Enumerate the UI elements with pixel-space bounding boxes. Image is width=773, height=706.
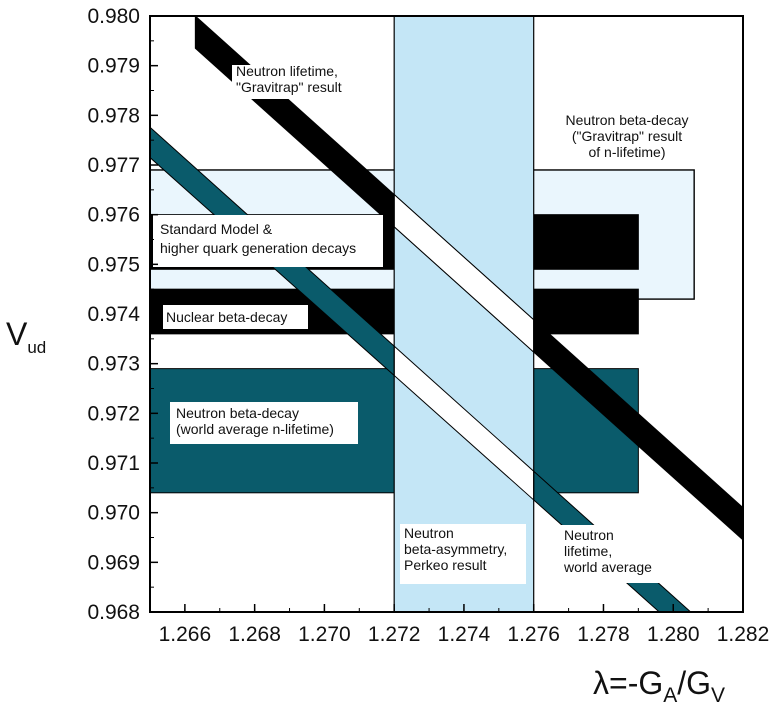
- annotation-line: Neutron: [404, 525, 454, 541]
- annotation-box: [153, 215, 383, 267]
- y-tick-label: 0.971: [87, 452, 140, 475]
- y-tick-label: 0.977: [87, 154, 140, 177]
- annotation-gravitrap-decay: Neutron beta-decay("Gravitrap" resultof …: [566, 112, 689, 160]
- annotation-line: Neutron: [564, 527, 614, 543]
- x-tick-label: 1.268: [228, 623, 281, 646]
- annotation-line: ("Gravitrap" result: [572, 128, 682, 144]
- x-tick-label: 1.282: [717, 623, 770, 646]
- annotation-box: [232, 65, 365, 99]
- y-tick-label: 0.978: [87, 104, 140, 127]
- y-tick-label: 0.969: [87, 551, 140, 574]
- annotation-line: world average: [563, 559, 652, 575]
- x-tick-label: 1.274: [438, 623, 491, 646]
- annotation-gravitrap-lifetime: Neutron lifetime,"Gravitrap" result: [232, 63, 365, 99]
- y-tick-label: 0.973: [87, 353, 140, 376]
- gravitrap-lifetime-band: [194, 16, 743, 541]
- annotation-boxes: Neutron lifetime,"Gravitrap" resultNeutr…: [153, 63, 688, 584]
- annotation-line: Neutron beta-decay: [566, 112, 689, 128]
- annotation-line: higher quark generation decays: [160, 240, 356, 256]
- y-tick-label: 0.974: [87, 303, 140, 326]
- annotation-box: [560, 525, 664, 583]
- y-tick-label: 0.972: [87, 402, 140, 425]
- x-tick-label: 1.272: [368, 623, 421, 646]
- annotation-line: (world average n-lifetime): [176, 421, 334, 437]
- annotation-box: [400, 524, 526, 584]
- x-tick-label: 1.278: [577, 623, 630, 646]
- x-tick-label: 1.276: [507, 623, 560, 646]
- annotation-line: beta-asymmetry,: [404, 541, 507, 557]
- plot-area: Neutron lifetime,"Gravitrap" resultNeutr…: [150, 16, 743, 612]
- y-tick-label: 0.975: [87, 253, 140, 276]
- annotation-line: lifetime,: [564, 543, 612, 559]
- annotation-standard-model: Standard Model & higher quark generation …: [153, 215, 383, 267]
- y-tick-label: 0.968: [87, 601, 140, 624]
- y-tick-label: 0.979: [87, 55, 140, 78]
- annotation-line: Neutron beta-decay: [176, 405, 299, 421]
- annotation-line: "Gravitrap" result: [236, 79, 342, 95]
- y-tick-label: 0.970: [87, 502, 140, 525]
- y-tick-label: 0.976: [87, 204, 140, 227]
- annotation-nuclear: Nuclear beta-decay: [163, 305, 308, 329]
- x-axis-label: λ=-GA/GV: [593, 665, 725, 706]
- y-tick-label: 0.980: [87, 5, 140, 28]
- y-axis-ticks: 0.968 0.969 0.970 0.971 0.972 0.973 0.974 0.975…: [87, 5, 158, 624]
- x-tick-label: 1.266: [159, 623, 212, 646]
- y-axis-label: Vud: [6, 316, 46, 357]
- annotation-line: Nuclear beta-decay: [166, 309, 287, 325]
- annotation-box: [163, 305, 308, 329]
- x-axis-ticks: 1.266 1.268 1.270 1.272 1.274 1.276 1.278 1.280…: [149, 604, 770, 646]
- annotation-line: of n-lifetime): [588, 144, 665, 160]
- x-tick-label: 1.280: [647, 623, 700, 646]
- annotation-box: [170, 402, 358, 444]
- x-tick-label: 1.270: [298, 623, 351, 646]
- annotation-world-avg-decay: Neutron beta-decay(world average n-lifet…: [170, 402, 358, 444]
- annotation-line: Standard Model &: [160, 221, 273, 237]
- annotation-line: Perkeo result: [404, 557, 487, 573]
- annotation-line: Neutron lifetime,: [236, 63, 338, 79]
